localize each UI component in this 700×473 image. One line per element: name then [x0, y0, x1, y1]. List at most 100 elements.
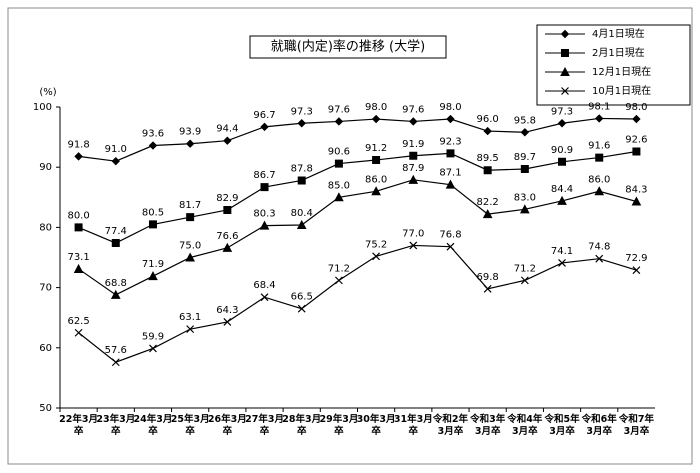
data-label: 64.3 — [216, 305, 238, 316]
data-label: 68.4 — [253, 280, 275, 291]
marker — [260, 293, 269, 302]
marker — [557, 195, 567, 205]
data-label: 75.2 — [365, 239, 387, 250]
data-label: 75.0 — [179, 241, 201, 252]
marker — [595, 254, 604, 263]
marker — [297, 304, 306, 313]
marker — [111, 239, 120, 248]
title-box — [249, 35, 447, 59]
marker — [186, 213, 195, 222]
marker — [483, 126, 492, 136]
legend-marker — [560, 29, 570, 39]
marker — [260, 183, 269, 192]
data-label: 76.8 — [439, 230, 461, 241]
marker — [223, 136, 232, 145]
data-label: 93.9 — [179, 127, 201, 138]
x-tick-label: 27年3月 卒 — [245, 414, 284, 437]
marker — [148, 220, 157, 229]
marker — [111, 358, 120, 367]
legend-label: 2月1日現在 — [592, 47, 645, 59]
marker — [594, 186, 605, 196]
chart-border — [7, 7, 693, 465]
chart-title: 就職(内定)率の推移 (大学) — [271, 39, 425, 55]
data-label: 63.1 — [179, 312, 201, 323]
data-label: 85.0 — [328, 180, 350, 191]
data-label: 91.8 — [67, 139, 89, 150]
marker — [595, 153, 604, 162]
marker — [408, 174, 419, 184]
marker — [73, 263, 84, 273]
data-label: 98.0 — [625, 102, 647, 113]
data-label: 81.7 — [179, 200, 201, 211]
x-tick-label: 令和6年 3月卒 — [581, 414, 617, 437]
data-label: 97.3 — [551, 106, 573, 117]
data-label: 84.4 — [551, 184, 573, 195]
marker — [297, 176, 306, 185]
legend-marker — [561, 87, 569, 95]
x-tick-label: 31年3月 卒 — [393, 414, 433, 437]
marker — [595, 114, 604, 123]
marker — [557, 119, 567, 128]
marker — [482, 209, 493, 219]
data-label: 87.8 — [291, 163, 313, 174]
data-label: 97.6 — [328, 104, 350, 115]
data-label: 97.3 — [291, 106, 313, 117]
data-label: 84.3 — [625, 185, 647, 196]
y-tick-label: 90 — [39, 162, 52, 173]
marker — [446, 242, 455, 251]
marker — [223, 205, 232, 214]
marker — [296, 219, 307, 229]
data-label: 91.2 — [365, 143, 387, 154]
data-label: 77.0 — [402, 228, 424, 239]
data-label: 86.7 — [253, 170, 275, 181]
marker — [409, 151, 418, 160]
marker — [334, 192, 344, 202]
data-label: 74.8 — [588, 242, 610, 253]
marker — [372, 252, 381, 261]
marker — [445, 179, 456, 189]
data-label: 90.6 — [328, 147, 350, 158]
data-label: 87.1 — [439, 168, 461, 179]
x-tick-label: 28年3月 卒 — [282, 414, 322, 437]
x-tick-label: 令和7年 3月卒 — [618, 414, 654, 437]
marker — [520, 204, 530, 214]
x-tick-label: 令和4年 3月卒 — [507, 414, 543, 437]
x-tick-label: 令和2年 3月卒 — [432, 414, 469, 437]
data-label: 74.1 — [551, 246, 573, 257]
marker — [223, 317, 232, 326]
y-tick-label: 70 — [39, 283, 52, 294]
marker — [148, 141, 158, 150]
series-line — [78, 150, 637, 244]
legend-label: 10月1日現在 — [592, 85, 651, 97]
marker — [371, 186, 381, 196]
marker — [409, 117, 418, 126]
x-tick-label: 23年3月 卒 — [96, 414, 136, 437]
data-label: 80.5 — [142, 207, 164, 218]
data-label: 80.3 — [253, 209, 275, 220]
data-label: 92.3 — [439, 136, 461, 147]
data-label: 86.0 — [365, 174, 387, 185]
marker — [558, 157, 567, 166]
marker — [111, 156, 120, 166]
marker — [260, 122, 269, 132]
data-label: 91.0 — [105, 144, 127, 155]
data-label: 80.0 — [67, 210, 89, 221]
data-label: 90.9 — [551, 145, 573, 156]
legend-label: 12月1日現在 — [592, 66, 651, 78]
marker — [149, 344, 157, 353]
data-label: 98.0 — [365, 102, 387, 113]
y-tick-label: 50 — [39, 403, 52, 414]
x-tick-label: 29年3月 卒 — [319, 414, 359, 437]
marker — [222, 242, 233, 252]
data-label: 89.7 — [514, 152, 536, 163]
y-tick-label: 80 — [39, 222, 52, 233]
marker — [558, 258, 566, 267]
data-label: 73.1 — [67, 252, 89, 263]
marker — [520, 128, 530, 137]
data-label: 91.9 — [402, 139, 424, 150]
x-tick-label: 24年3月 卒 — [133, 414, 173, 437]
marker — [446, 149, 455, 158]
data-label: 83.0 — [514, 192, 536, 203]
x-tick-label: 令和3年 3月卒 — [470, 414, 506, 437]
